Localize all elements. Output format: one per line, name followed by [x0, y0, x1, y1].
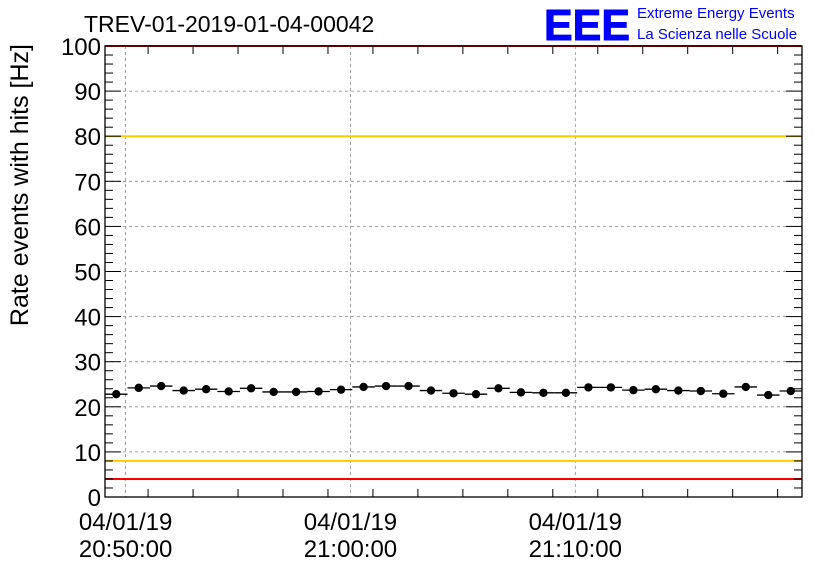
x-tick-label-date: 04/01/19: [79, 509, 172, 536]
grid: [105, 46, 802, 497]
data-point: [246, 384, 256, 393]
y-tick-label: 0: [88, 485, 101, 512]
data-point: [674, 386, 683, 395]
run-title: TREV-01-2019-01-04-00042: [84, 11, 374, 37]
data-point: [629, 385, 638, 395]
data-point: [584, 383, 593, 392]
data-point: [719, 389, 728, 398]
data-point: [426, 386, 436, 395]
y-tick-label: 70: [74, 169, 101, 196]
data-point: [359, 382, 368, 392]
data-point: [291, 387, 301, 397]
logo-line-2: La Scienza nelle Scuole: [637, 26, 797, 43]
logo-line-1: Extreme Energy Events: [637, 5, 795, 22]
data-point: [539, 388, 548, 398]
y-tick-label: 30: [74, 350, 101, 377]
y-axis-label: Rate events with hits [Hz]: [6, 44, 34, 326]
y-tick-label: 80: [74, 124, 101, 151]
data-point: [449, 389, 458, 398]
data-point: [651, 385, 661, 394]
y-tick-label: 90: [74, 79, 101, 106]
data-point: [381, 381, 391, 391]
y-tick-label: 10: [74, 440, 101, 467]
data-point: [606, 383, 616, 392]
y-tick-label: 60: [74, 214, 101, 241]
data-point: [314, 387, 323, 396]
data-point: [112, 389, 121, 399]
x-tick-label-date: 04/01/19: [529, 509, 622, 536]
x-tick-label-time: 21:00:00: [304, 536, 397, 563]
data-point: [764, 390, 773, 400]
data-point: [269, 387, 278, 397]
data-point: [179, 386, 188, 395]
data-point: [471, 389, 481, 399]
data-point: [696, 386, 706, 396]
x-tick-label-time: 20:50:00: [79, 536, 172, 563]
data-points: [105, 381, 802, 400]
eee-logo: EEE Extreme Energy Events La Scienza nel…: [544, 1, 798, 51]
data-point: [516, 388, 526, 397]
data-point: [561, 388, 571, 398]
data-point: [134, 383, 143, 393]
data-point: [336, 385, 346, 394]
y-tick-label: 100: [61, 34, 101, 61]
data-point: [157, 381, 166, 391]
reference-lines: [105, 45, 802, 480]
y-tick-label: 20: [74, 395, 101, 422]
data-point: [786, 386, 795, 396]
data-point: [494, 384, 503, 393]
y-tick-label: 40: [74, 305, 101, 332]
logo-letters: EEE: [544, 1, 630, 50]
y-tick-label: 50: [74, 260, 101, 287]
data-point: [224, 387, 233, 396]
axes: 010203040506070809010004/01/1920:50:0004…: [61, 34, 803, 563]
data-point: [201, 385, 211, 394]
x-tick-label-time: 21:10:00: [529, 536, 622, 563]
x-tick-label-date: 04/01/19: [304, 509, 397, 536]
data-point: [741, 382, 750, 392]
data-point: [404, 381, 413, 391]
